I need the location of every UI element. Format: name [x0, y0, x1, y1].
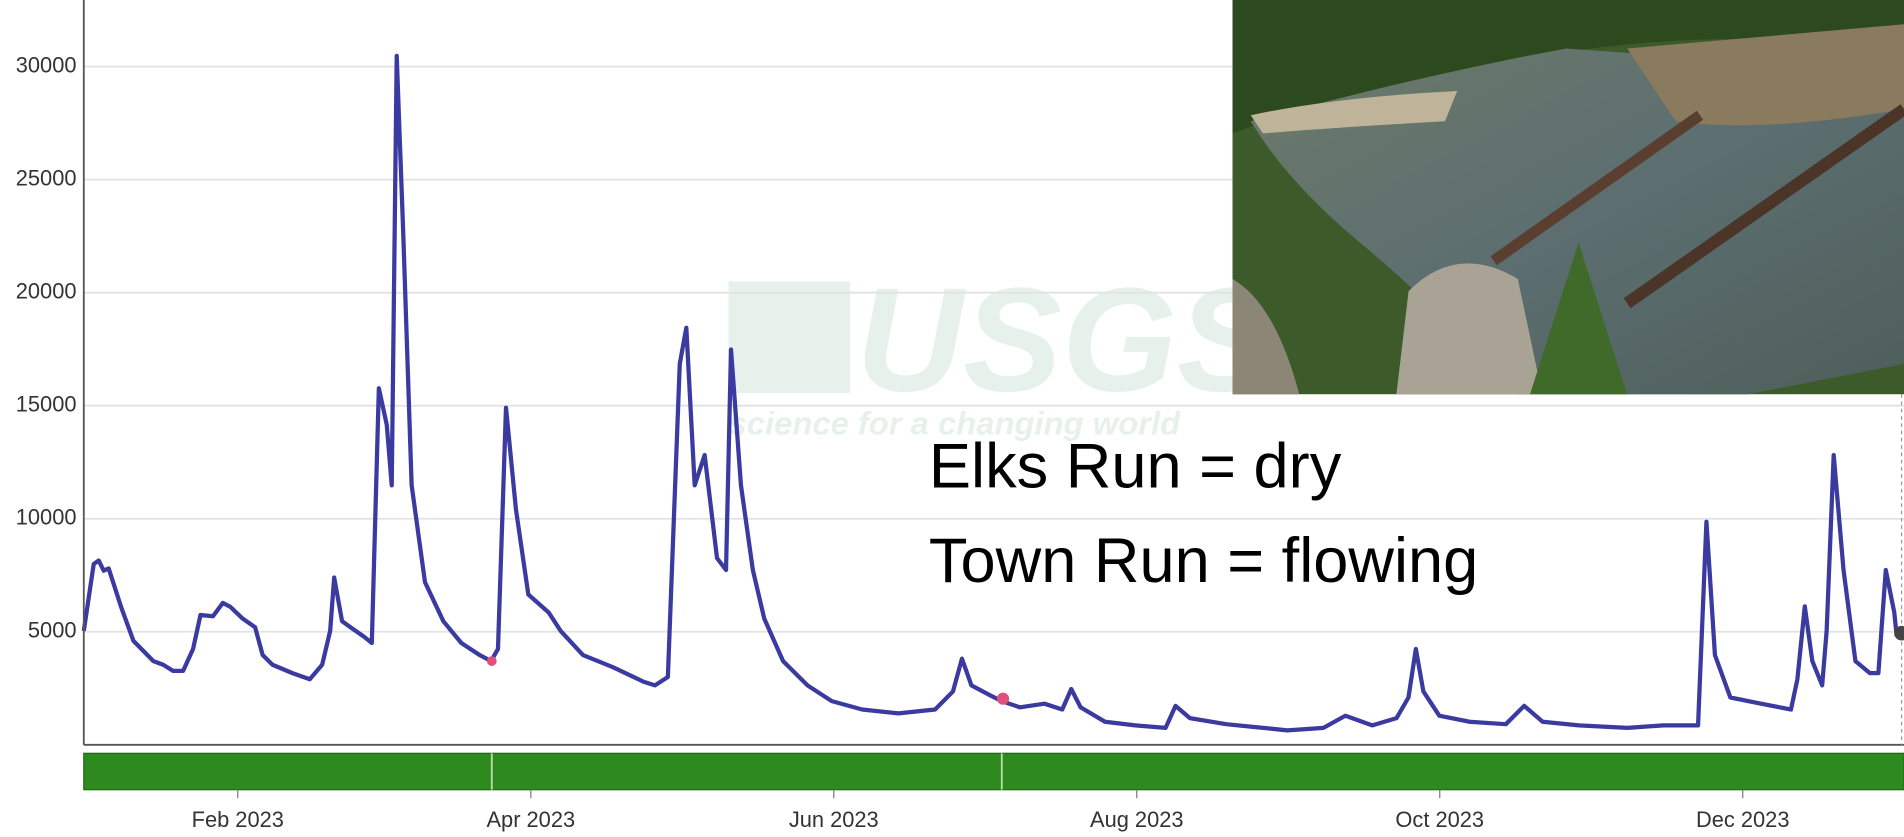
photo-bridge	[1623, 104, 1904, 309]
range-bar	[83, 752, 1904, 791]
watermark-subtitle: science for a changing world	[729, 404, 1182, 441]
x-tick-label: Aug 2023	[1090, 807, 1184, 832]
cursor-dot	[1894, 625, 1904, 641]
photo-cliff	[1396, 263, 1543, 395]
plot-area	[81, 53, 1899, 733]
y-tick-label: 30000	[16, 52, 77, 77]
range-bar-fill	[83, 752, 1904, 791]
photo-hills	[1232, 0, 1904, 134]
y-tick-label: 20000	[16, 278, 77, 303]
photo-river	[1250, 48, 1904, 395]
x-tick-label: Jun 2023	[789, 807, 879, 832]
watermark-title: USGS	[856, 258, 1276, 423]
photo-bridge	[1490, 110, 1704, 266]
highlight-dot	[996, 692, 1010, 705]
watermark-logo	[728, 281, 850, 394]
photo	[1232, 0, 1904, 395]
y-tick-label: 5000	[28, 618, 77, 643]
watermark: USGS science for a changing world	[728, 258, 1276, 441]
photo-cliff	[1232, 279, 1300, 395]
x-tick-label: Apr 2023	[486, 807, 575, 832]
annotation: Town Run = flowing	[929, 526, 1478, 596]
x-tick-label: Oct 2023	[1395, 807, 1484, 832]
x-tick-label: Feb 2023	[192, 807, 284, 832]
data-line	[81, 53, 1899, 733]
annotation: Elks Run = dry	[929, 432, 1342, 502]
photo-tree	[1530, 242, 1628, 395]
highlight-dot	[486, 656, 497, 666]
photo-town	[1627, 24, 1904, 126]
y-tick-label: 10000	[16, 505, 77, 530]
x-tick-label: Dec 2023	[1696, 807, 1790, 832]
photo-rocks	[1250, 90, 1458, 134]
y-tick-label: 15000	[16, 391, 77, 416]
y-tick-label: 25000	[16, 165, 77, 190]
